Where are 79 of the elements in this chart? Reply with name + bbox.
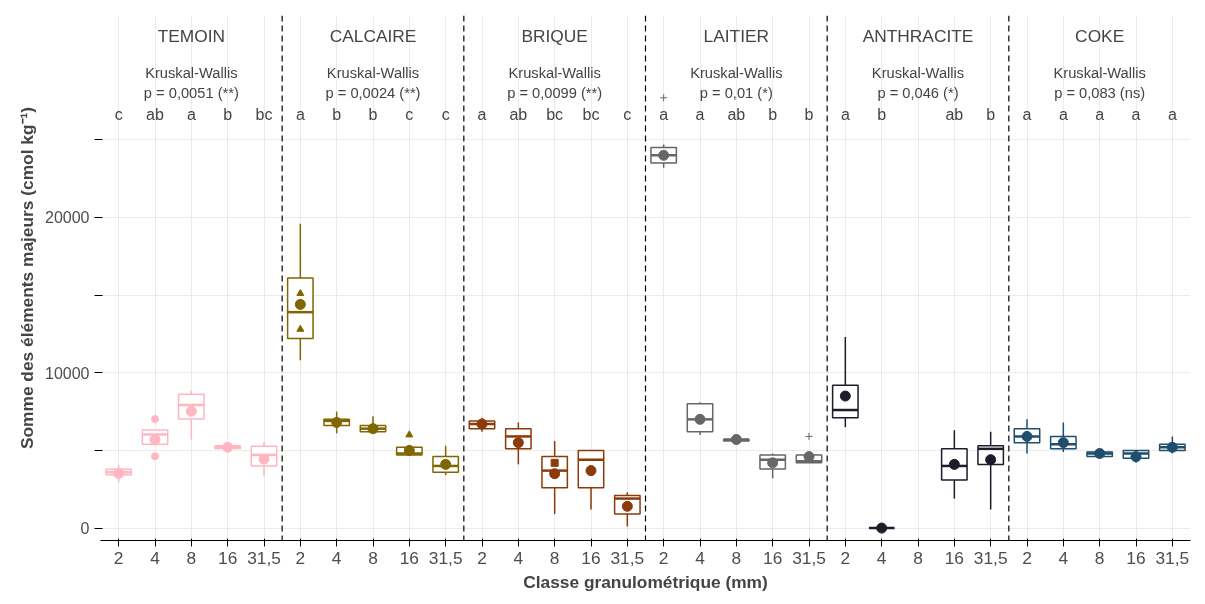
x-tick-label: 2 [295,547,306,568]
annotation: c [405,106,414,124]
x-axis-title: Classe granulométrique (mm) [523,571,768,592]
annotation: a [1131,106,1141,124]
annotation: b [223,106,233,124]
y-axis-title: Somme des éléments majeurs (cmol kg⁻¹) [17,106,38,450]
annotation: CALCAIRE [329,26,417,46]
x-tick-label: 31,5 [973,547,1008,568]
annotation: ANTHRACITE [862,26,974,46]
x-tick-label: 16 [218,547,238,568]
annotation: c [441,106,450,124]
x-tick-label: 31,5 [247,547,281,568]
annotation: Kruskal-Wallis p = 0,0024 (**) [325,65,421,101]
annotation: Kruskal-Wallis p = 0,0051 (**) [143,65,239,101]
annotation: a [186,106,196,124]
annotation: bc [582,106,600,124]
x-tick-label: 16 [1126,547,1146,568]
x-tick-label: 4 [331,547,342,568]
annotation: Kruskal-Wallis p = 0,0099 (**) [507,65,603,101]
annotation: a [1095,106,1105,124]
annotation: b [877,106,887,124]
x-tick-label: 8 [731,547,742,568]
annotation: bc [546,106,564,124]
x-tick-label: 4 [876,547,887,568]
x-tick-label: 2 [477,547,487,568]
annotation: Kruskal-Wallis p = 0,01 (*) [690,65,783,101]
x-tick-label: 2 [113,547,124,568]
annotation: a [1022,106,1032,124]
annotation: a [840,106,850,124]
x-tick-label: 2 [658,547,669,568]
annotation: bc [255,106,273,124]
x-tick-label: 31,5 [610,547,645,568]
y-tick-label: 10000 [45,364,90,382]
annotation: a [295,106,305,124]
annotation: Kruskal-Wallis p = 0,083 (ns) [1053,65,1146,101]
x-tick-label: 16 [944,547,964,568]
x-tick-label: 4 [150,547,161,568]
x-tick-label: 8 [1094,547,1105,568]
annotation: b [768,106,778,124]
annotation: a [477,106,487,124]
x-tick-label: 31,5 [428,547,463,568]
annotation: ab [509,106,528,124]
annotation: b [368,106,378,124]
x-tick-label: 2 [840,547,851,568]
annotation: Kruskal-Wallis p = 0,046 (*) [871,65,965,101]
x-tick-label: 4 [513,547,524,568]
annotation: ab [146,106,164,124]
y-tick-label: 0 [80,520,90,538]
annotation: c [114,106,123,124]
point [296,324,305,332]
annotation: a [1167,106,1177,124]
x-tick-label: 4 [1058,547,1069,568]
annotation: b [332,106,342,124]
x-tick-label: 31,5 [1155,547,1190,568]
annotation: BRIQUE [521,26,588,46]
x-tick-label: 16 [399,547,419,568]
annotation: c [623,106,632,124]
x-tick-label: 8 [186,547,197,568]
annotation: TEMOIN [157,26,226,46]
y-tick-label: 20000 [45,209,90,227]
x-tick-label: 16 [763,547,783,568]
x-tick-label: 2 [1022,547,1032,568]
annotation: b [986,106,996,124]
annotation: COKE [1075,26,1125,46]
x-tick-label: 31,5 [792,547,826,568]
x-tick-label: 8 [368,547,378,568]
annotation: b [804,106,814,124]
x-tick-label: 8 [549,547,560,568]
point [296,288,305,297]
point [550,458,559,467]
annotation: a [659,106,669,124]
annotation: a [1058,106,1068,124]
annotation: ab [945,106,964,124]
x-tick-label: 16 [581,547,601,568]
annotation: a [695,106,705,124]
x-tick-label: 4 [695,547,706,568]
annotation: ab [727,106,746,124]
annotation: LAITIER [703,26,770,46]
x-tick-label: 8 [913,547,923,568]
